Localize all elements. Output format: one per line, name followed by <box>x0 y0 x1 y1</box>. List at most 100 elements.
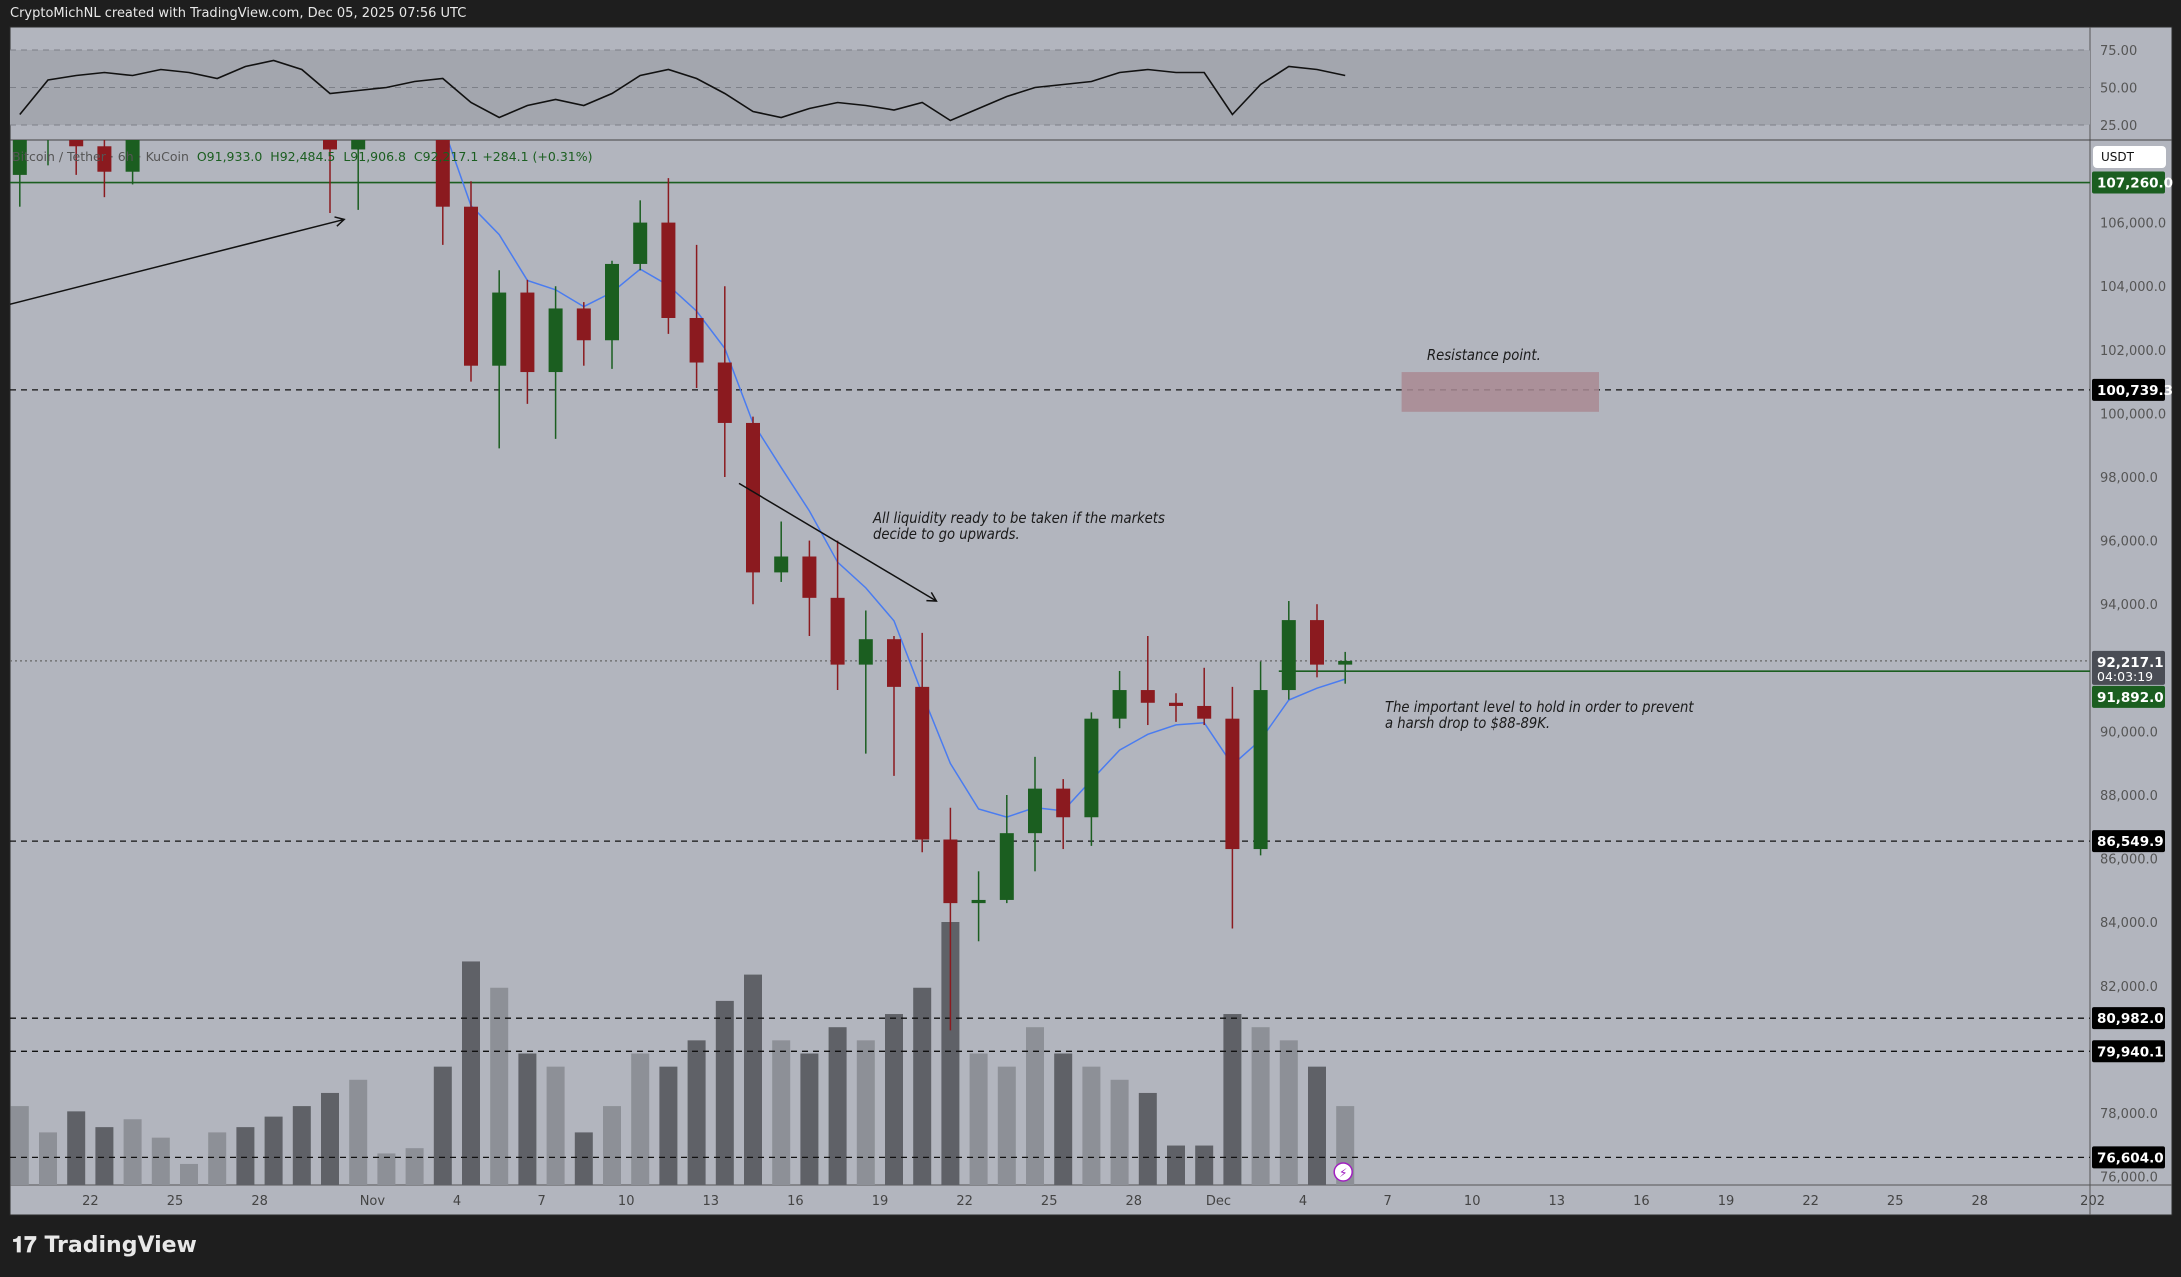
candle <box>802 540 817 636</box>
price-tick-label: 102,000.0 <box>2100 344 2166 359</box>
candle <box>323 140 337 214</box>
time-tick-label: 22 <box>956 1194 973 1209</box>
volume-bar <box>292 1106 311 1185</box>
volume-bar <box>95 1127 114 1185</box>
price-badge <box>2092 830 2165 853</box>
arrowhead-icon <box>334 216 346 227</box>
time-tick-label: 13 <box>703 1194 720 1209</box>
volume-bar <box>969 1053 988 1185</box>
volume-bar <box>659 1066 678 1185</box>
volume-bar <box>264 1116 283 1185</box>
price-badge <box>2092 1146 2165 1169</box>
candle-body <box>1140 690 1155 703</box>
volume-bar <box>377 1153 396 1185</box>
candle <box>971 871 986 942</box>
trend-arrow-line <box>10 218 345 305</box>
volume-bar <box>1110 1079 1129 1185</box>
candle <box>1281 601 1296 700</box>
time-tick-label: 25 <box>1041 1194 1058 1209</box>
candle <box>267 0 281 16</box>
time-tick-label: 13 <box>1549 1194 1566 1209</box>
volume-bar <box>236 1127 255 1185</box>
price-badge <box>2092 1007 2165 1030</box>
tradingview-logo[interactable]: 𝟏𝟕 TradingView <box>12 1233 197 1258</box>
time-tick-label: 22 <box>1802 1194 1819 1209</box>
candle <box>548 286 563 439</box>
time-tick-label: 19 <box>872 1194 889 1209</box>
candle <box>689 244 704 388</box>
volume-bar <box>687 1040 706 1185</box>
candle-body <box>1056 788 1071 818</box>
candle <box>464 181 478 382</box>
legend-high: H92,484.5 <box>270 149 336 164</box>
legend-open: O91,933.0 <box>196 149 263 164</box>
volume-bar <box>1223 1014 1242 1185</box>
volume-bar <box>67 1111 86 1185</box>
legend-low: L91,906.8 <box>343 149 406 164</box>
candle <box>1056 779 1071 850</box>
symbol-legend: Bitcoin / Tether · 6h · KuCoin O91,933.0… <box>12 149 592 164</box>
price-tick-label: 96,000.0 <box>2100 535 2158 550</box>
volume-bar <box>1251 1027 1270 1185</box>
time-tick-label: 16 <box>787 1194 804 1209</box>
time-tick-label: 7 <box>1383 1194 1391 1209</box>
time-tick-label: 28 <box>1126 1194 1143 1209</box>
volume-bar <box>39 1132 57 1185</box>
time-tick-label: 28 <box>251 1194 268 1209</box>
candle-body <box>351 140 366 150</box>
volume-bar <box>1308 1066 1326 1185</box>
important-level-note: The important level to hold in order to … <box>1385 698 1694 732</box>
time-tick-label: Nov <box>360 1194 386 1209</box>
volume-bar <box>800 1053 819 1185</box>
volume-bar <box>1082 1066 1101 1185</box>
price-tick-label: 76,000.0 <box>2100 1171 2158 1186</box>
candle-body <box>69 140 84 147</box>
candle-body <box>492 292 507 366</box>
price-tick-label: 86,000.0 <box>2100 853 2158 868</box>
candle-body <box>520 292 535 373</box>
price-tick-label: 82,000.0 <box>2100 980 2158 995</box>
candle-body <box>435 140 450 207</box>
candle <box>520 279 535 404</box>
price-tick-label: 90,000.0 <box>2100 725 2158 740</box>
candle-body <box>267 0 281 3</box>
candle <box>746 416 760 605</box>
candle <box>1197 667 1212 726</box>
volume-bar <box>1026 1027 1044 1185</box>
candle-body <box>548 308 563 373</box>
volume-bar <box>1138 1092 1157 1185</box>
volume-bar <box>349 1079 368 1185</box>
price-tick-label: 106,000.0 <box>2100 217 2166 232</box>
currency-button[interactable]: USDT <box>2093 146 2166 168</box>
volume-bar <box>997 1066 1016 1185</box>
candle <box>1310 604 1324 678</box>
candle-body <box>605 263 619 341</box>
volume-bar <box>321 1092 339 1185</box>
candle-body <box>633 222 648 264</box>
candle <box>858 610 873 754</box>
volume-bar <box>828 1027 847 1185</box>
time-tick-label: 16 <box>1633 1194 1650 1209</box>
candle <box>717 286 732 477</box>
candle-body <box>999 833 1014 900</box>
candle-body <box>858 639 873 665</box>
volume-bar <box>518 1053 537 1185</box>
candle-body <box>1338 660 1353 665</box>
rsi-tick-label: 25.00 <box>2100 119 2137 134</box>
time-tick-label: 28 <box>1972 1194 1989 1209</box>
candle-body <box>887 639 901 687</box>
candle <box>830 540 845 691</box>
volume-bar <box>123 1119 142 1185</box>
candle <box>435 140 450 245</box>
candle-body <box>717 362 732 423</box>
time-tick-label: 19 <box>1718 1194 1735 1209</box>
rsi-line <box>19 59 1346 122</box>
volume-bar <box>715 1000 734 1185</box>
price-badge-label: 107,260.0 <box>2097 176 2173 192</box>
price-badge <box>2092 378 2165 401</box>
candle-body <box>830 597 845 665</box>
candle <box>1225 686 1240 929</box>
price-tick-label: 94,000.0 <box>2100 598 2158 613</box>
volume-bar <box>208 1132 227 1185</box>
